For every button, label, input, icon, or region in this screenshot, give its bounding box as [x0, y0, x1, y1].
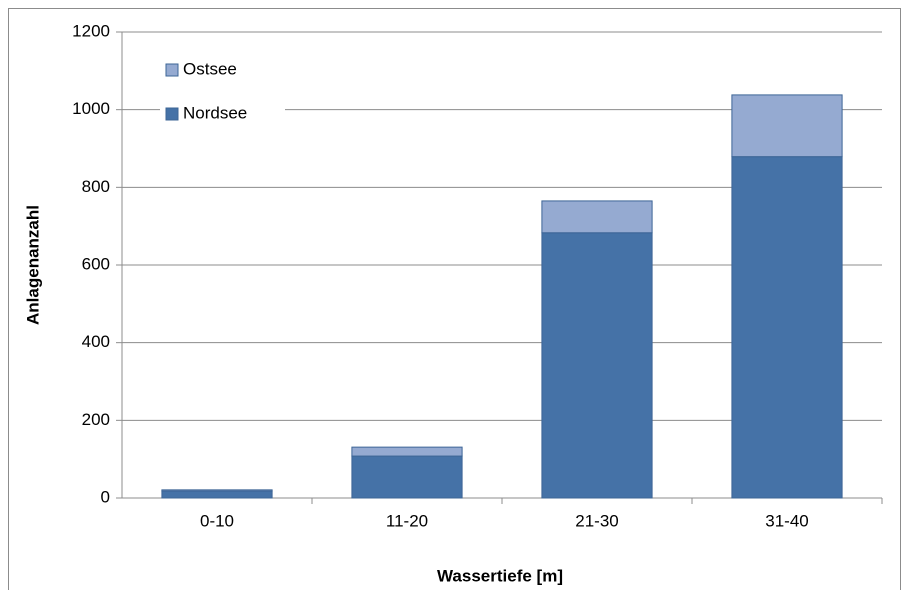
bar-segment [351, 455, 463, 499]
legend-background [160, 54, 285, 134]
x-tick-label: 21-30 [575, 511, 618, 530]
bar-segment [541, 200, 653, 234]
bar-segment [731, 156, 843, 499]
y-tick-label: 1200 [72, 21, 110, 40]
legend-swatch [165, 63, 179, 77]
x-axis-title: Wassertiefe [m] [437, 566, 563, 585]
y-tick-label: 400 [82, 332, 110, 351]
bar-segment [541, 232, 653, 499]
bar-segment [351, 446, 463, 457]
y-tick-label: 0 [101, 487, 110, 506]
y-tick-label: 200 [82, 410, 110, 429]
y-tick-label: 1000 [72, 99, 110, 118]
y-axis-title: Anlagenanzahl [23, 205, 42, 325]
bar-segment [731, 94, 843, 158]
x-tick-label: 31-40 [765, 511, 808, 530]
legend-swatch [165, 107, 179, 121]
legend-label: Nordsee [183, 103, 247, 122]
legend-label: Ostsee [183, 59, 237, 78]
x-tick-label: 11-20 [386, 511, 428, 530]
bar-segment [161, 489, 273, 492]
x-tick-label: 0-10 [200, 511, 234, 530]
bar-segment [161, 490, 273, 499]
y-tick-label: 800 [82, 177, 110, 196]
y-tick-label: 600 [82, 254, 110, 273]
